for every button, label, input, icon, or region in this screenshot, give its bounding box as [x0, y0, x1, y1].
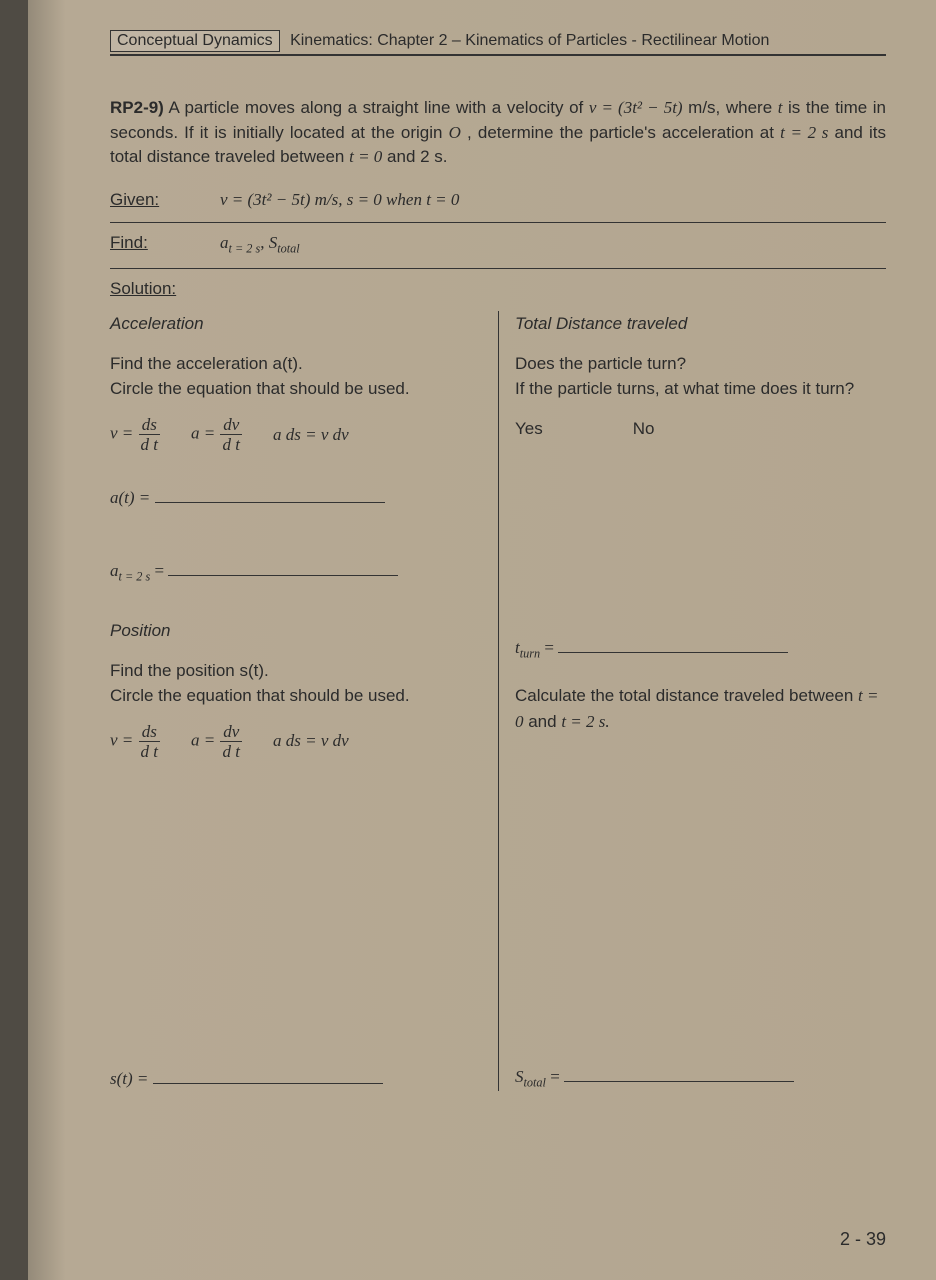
eq-a-dvdt[interactable]: a = dvd t: [191, 416, 243, 453]
a-of-t-label: a(t) =: [110, 488, 150, 507]
problem-statement: RP2-9) A particle moves along a straight…: [110, 96, 886, 170]
problem-text-3: , determine the particle's acceleration …: [467, 123, 780, 142]
distance-heading: Total Distance traveled: [515, 311, 886, 337]
s-of-t-label: s(t) =: [110, 1069, 148, 1088]
accel-instr-1: Find the acceleration a(t).: [110, 351, 486, 377]
pos-instr-2: Circle the equation that should be used.: [110, 683, 486, 709]
no-option[interactable]: No: [633, 416, 655, 442]
find-s: S: [269, 233, 278, 252]
left-column: Acceleration Find the acceleration a(t).…: [110, 311, 498, 1091]
tturn-eq: =: [540, 638, 554, 657]
given-row: Given: v = (3t² − 5t) m/s, s = 0 when t …: [110, 190, 886, 210]
a2-a: a: [110, 561, 119, 580]
accel-instr-2: Circle the equation that should be used.: [110, 376, 486, 402]
stotal-s: S: [515, 1067, 524, 1086]
problem-v-expr: v = (3t² − 5t): [589, 98, 683, 117]
a-at-2s-blank[interactable]: [168, 558, 398, 576]
divider-1: [110, 222, 886, 223]
a-of-t-blank[interactable]: [155, 485, 385, 503]
t-turn-line: tturn =: [515, 635, 886, 663]
a2-sub: t = 2 s: [119, 570, 151, 584]
problem-O: O: [449, 123, 461, 142]
find-a: a: [220, 233, 229, 252]
problem-t: t: [778, 98, 783, 117]
yes-no-row: Yes No: [515, 416, 886, 442]
page-number: 2 - 39: [840, 1229, 886, 1250]
solution-columns: Acceleration Find the acceleration a(t).…: [110, 311, 886, 1091]
calc-instr: Calculate the total distance traveled be…: [515, 683, 886, 734]
page-header: Conceptual Dynamics Kinematics: Chapter …: [110, 30, 886, 56]
problem-id: RP2-9): [110, 98, 164, 117]
position-heading: Position: [110, 618, 486, 644]
stotal-sub: total: [524, 1075, 546, 1089]
stotal-eq: =: [546, 1067, 560, 1086]
find-label: Find:: [110, 233, 220, 253]
eq-v-dsdt-2[interactable]: v = dsd t: [110, 723, 161, 760]
eq-v-dsdt[interactable]: v = dsd t: [110, 416, 161, 453]
right-column: Total Distance traveled Does the particl…: [498, 311, 886, 1091]
turn-q2: If the particle turns, at what time does…: [515, 376, 886, 402]
given-expr: v = (3t² − 5t) m/s, s = 0 when t = 0: [220, 190, 459, 210]
pos-equation-choices: v = dsd t a = dvd t a ds = v dv: [110, 723, 486, 760]
find-s-sub: total: [277, 241, 299, 255]
given-label: Given:: [110, 190, 220, 210]
header-chapter: Kinematics: Chapter 2 – Kinematics of Pa…: [290, 32, 769, 49]
eq-ads-vdv-2[interactable]: a ds = v dv: [273, 728, 349, 754]
s-total-line: Stotal =: [515, 1064, 886, 1092]
problem-text-1: A particle moves along a straight line w…: [169, 98, 589, 117]
find-row: Find: at = 2 s, Stotal: [110, 233, 886, 256]
find-sep: ,: [260, 233, 269, 252]
accel-equation-choices: v = dsd t a = dvd t a ds = v dv: [110, 416, 486, 453]
s-total-blank[interactable]: [564, 1064, 794, 1082]
header-box: Conceptual Dynamics: [110, 30, 280, 52]
find-a-sub: t = 2 s: [229, 241, 261, 255]
divider-2: [110, 268, 886, 269]
accel-heading: Acceleration: [110, 311, 486, 337]
s-of-t-line: s(t) =: [110, 1066, 486, 1092]
a2-eq: =: [150, 561, 164, 580]
tturn-sub: turn: [520, 647, 540, 661]
a-of-t-line: a(t) =: [110, 485, 486, 511]
pos-instr-1: Find the position s(t).: [110, 658, 486, 684]
solution-row: Solution:: [110, 279, 886, 299]
solution-label: Solution:: [110, 279, 220, 299]
t-turn-blank[interactable]: [558, 635, 788, 653]
eq-a-dvdt-2[interactable]: a = dvd t: [191, 723, 243, 760]
s-of-t-blank[interactable]: [153, 1066, 383, 1084]
turn-q1: Does the particle turn?: [515, 351, 886, 377]
problem-t0: t = 0: [349, 147, 382, 166]
yes-option[interactable]: Yes: [515, 416, 543, 442]
problem-text-5: and 2 s.: [387, 147, 448, 166]
problem-t2: t = 2 s: [780, 123, 828, 142]
eq-ads-vdv[interactable]: a ds = v dv: [273, 422, 349, 448]
a-at-2s-line: at = 2 s =: [110, 558, 486, 586]
problem-units: m/s, where: [688, 98, 778, 117]
